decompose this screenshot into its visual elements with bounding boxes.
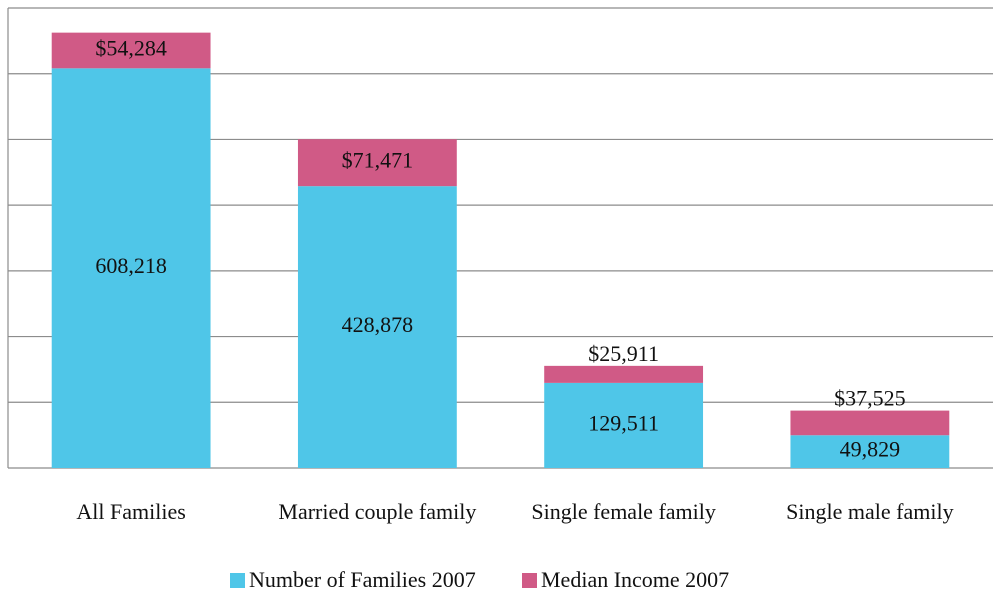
legend-label: Median Income 2007 xyxy=(541,567,729,592)
data-label: 49,829 xyxy=(840,437,901,462)
x-tick-label: Single female family xyxy=(531,499,716,524)
data-label: $37,525 xyxy=(834,386,906,411)
legend-swatch xyxy=(230,573,245,588)
data-label: 608,218 xyxy=(95,253,167,278)
data-label: $25,911 xyxy=(588,341,659,366)
bar-segment xyxy=(51,32,211,69)
data-label: $54,284 xyxy=(95,36,167,61)
bar-segment xyxy=(51,68,211,468)
bar-segment xyxy=(544,365,704,383)
data-label: 428,878 xyxy=(342,312,414,337)
bar-segment xyxy=(790,410,950,436)
data-label: 129,511 xyxy=(588,410,659,435)
x-tick-label: Single male family xyxy=(786,499,953,524)
bar-segment xyxy=(297,186,457,468)
x-tick-label: Married couple family xyxy=(278,499,476,524)
legend-swatch xyxy=(522,573,537,588)
bar-segment xyxy=(544,382,704,468)
data-label: $71,471 xyxy=(342,148,414,173)
legend-label: Number of Families 2007 xyxy=(249,567,476,592)
bar-segment xyxy=(790,435,950,468)
bar-segment xyxy=(297,139,457,187)
x-tick-label: All Families xyxy=(76,499,185,524)
